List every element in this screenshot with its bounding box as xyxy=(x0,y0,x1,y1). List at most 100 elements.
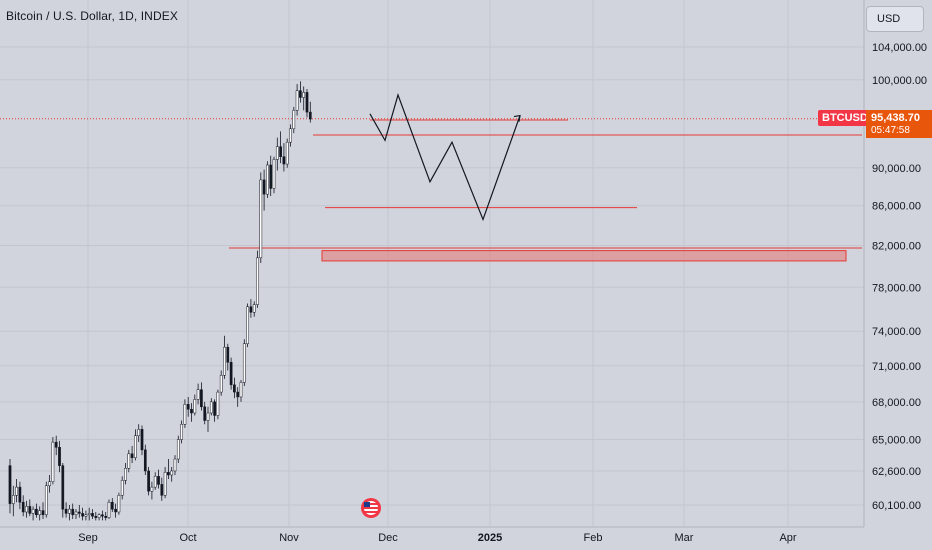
candle-body xyxy=(61,465,65,510)
demand-zone xyxy=(321,250,847,262)
grid xyxy=(0,0,864,527)
candle-body xyxy=(153,476,157,488)
time-axis-label: Sep xyxy=(78,532,98,544)
candle-body xyxy=(8,465,12,504)
price-axis-label: 74,000.00 xyxy=(872,326,921,338)
candle-body xyxy=(137,429,141,436)
time-axis-label: Mar xyxy=(675,532,694,544)
candle-body xyxy=(160,484,164,496)
price-axis-label: 71,000.00 xyxy=(872,361,921,373)
candle-body xyxy=(308,111,312,120)
candle-body xyxy=(256,257,259,305)
candle-body xyxy=(203,406,207,421)
last-price-tag: 95,438.70 05:47:58 xyxy=(866,110,932,138)
candle-body xyxy=(226,346,230,363)
candle-body xyxy=(279,146,282,157)
candle-body xyxy=(216,391,220,416)
candle-body xyxy=(285,141,289,165)
candle-body xyxy=(58,447,61,466)
candle-body xyxy=(31,508,35,514)
candle-body xyxy=(74,511,78,516)
candle-body xyxy=(213,401,216,416)
bar-countdown: 05:47:58 xyxy=(871,125,910,136)
candle-body xyxy=(87,513,91,516)
candle-body xyxy=(51,441,55,482)
flag-stripe xyxy=(364,507,378,509)
candle-body xyxy=(110,501,114,510)
candle-body xyxy=(117,495,121,513)
candle-body xyxy=(249,306,253,313)
candle-body xyxy=(223,346,226,376)
candle-body xyxy=(143,449,147,472)
candle-body xyxy=(190,409,193,414)
candle-body xyxy=(282,156,286,165)
currency-button[interactable]: USD xyxy=(866,6,924,32)
price-axis-label: 82,000.00 xyxy=(872,240,921,252)
candle-body xyxy=(233,384,236,393)
candle-body xyxy=(183,404,187,425)
candle-body xyxy=(124,468,127,481)
candle-body xyxy=(44,485,48,516)
candle-series xyxy=(8,81,312,521)
candle-body xyxy=(84,514,88,517)
time-axis-label: Feb xyxy=(584,532,603,544)
candle-body xyxy=(114,508,117,513)
candle-body xyxy=(97,514,101,518)
ticker-tag: BTCUSD xyxy=(818,110,872,126)
candle-body xyxy=(305,92,309,113)
candle-body xyxy=(186,404,190,410)
candle-body xyxy=(176,439,180,460)
candle-body xyxy=(229,362,233,386)
candle-body xyxy=(134,435,137,458)
candle-body xyxy=(130,453,134,458)
candle-body xyxy=(302,92,306,98)
time-axis-label: Apr xyxy=(779,532,796,544)
candle-body xyxy=(21,501,25,513)
candle-body xyxy=(269,164,273,189)
candle-body xyxy=(246,306,249,344)
candle-body xyxy=(11,495,15,504)
time-axis-label: Dec xyxy=(378,532,398,544)
us-flag-icon[interactable] xyxy=(361,498,381,518)
candle-body xyxy=(120,480,124,496)
time-axis-label: Nov xyxy=(279,532,299,544)
candle-body xyxy=(140,429,144,451)
candle-body xyxy=(180,424,183,440)
projection-arrowhead xyxy=(513,114,521,122)
candle-body xyxy=(219,375,223,393)
projection-path xyxy=(369,92,521,222)
candle-body xyxy=(242,343,246,383)
candle-body xyxy=(275,146,279,160)
price-axis-label: 86,000.00 xyxy=(872,201,921,213)
candle-body xyxy=(64,508,68,514)
price-axis-label: 60,100.00 xyxy=(872,500,921,512)
candle-body xyxy=(41,510,45,516)
candle-body xyxy=(173,458,177,472)
candle-body xyxy=(35,508,38,516)
price-axis-label: 78,000.00 xyxy=(872,282,921,294)
candle-body xyxy=(196,389,200,400)
candle-body xyxy=(289,128,292,143)
candle-body xyxy=(107,501,111,518)
projection-drawing xyxy=(369,92,521,222)
candle-body xyxy=(91,513,94,517)
candle-body xyxy=(272,159,276,189)
drawing-levels xyxy=(0,118,864,262)
candle-body xyxy=(147,470,150,492)
candle-body xyxy=(127,453,131,469)
candle-body xyxy=(68,508,71,514)
candle-body xyxy=(262,179,266,195)
flag-stripe xyxy=(364,503,378,505)
price-axis-label: 62,600.00 xyxy=(872,466,921,478)
candle-body xyxy=(157,476,160,485)
candle-body xyxy=(25,506,28,513)
candle-body xyxy=(101,514,104,517)
price-axis-label: 104,000.00 xyxy=(872,42,927,54)
candle-body xyxy=(150,486,154,492)
time-axis-label: 2025 xyxy=(478,532,502,544)
last-price-value: 95,438.70 xyxy=(871,112,920,124)
candle-body xyxy=(239,382,243,398)
candle-body xyxy=(54,441,58,448)
